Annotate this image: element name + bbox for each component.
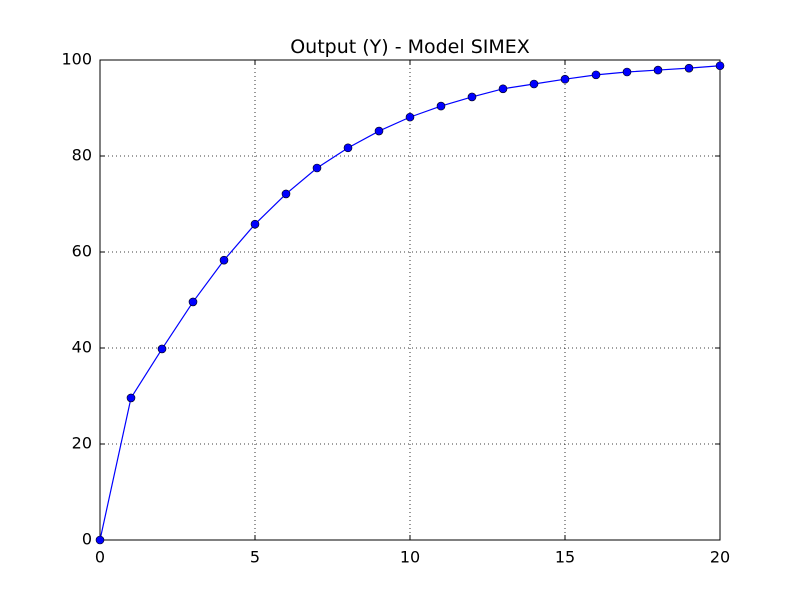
data-point (188, 297, 198, 307)
data-point (529, 79, 539, 89)
data-point (436, 101, 446, 111)
data-point (281, 189, 291, 199)
data-point (374, 126, 384, 136)
data-point (157, 344, 167, 354)
data-point (219, 255, 229, 265)
data-point (126, 393, 136, 403)
y-tick-label: 20 (72, 434, 92, 453)
data-point (715, 61, 725, 71)
x-tick-label: 20 (710, 548, 730, 567)
data-point (560, 74, 570, 84)
x-tick-label: 5 (250, 548, 260, 567)
chart-title: Output (Y) - Model SIMEX (290, 36, 530, 58)
data-point (622, 67, 632, 77)
y-tick-label: 60 (72, 242, 92, 261)
data-point (95, 535, 105, 545)
plot-frame (99, 59, 721, 541)
data-point (591, 70, 601, 80)
data-point (343, 143, 353, 153)
data-point (250, 219, 260, 229)
data-point (405, 112, 415, 122)
x-tick-label: 0 (95, 548, 105, 567)
data-point (653, 65, 663, 75)
data-point (498, 84, 508, 94)
y-tick-label: 0 (82, 530, 92, 549)
data-point (312, 163, 322, 173)
y-tick-label: 80 (72, 146, 92, 165)
x-tick-label: 15 (555, 548, 575, 567)
data-point (467, 92, 477, 102)
y-tick-label: 100 (61, 50, 92, 69)
data-point (684, 63, 694, 73)
x-tick-label: 10 (400, 548, 420, 567)
y-tick-label: 40 (72, 338, 92, 357)
